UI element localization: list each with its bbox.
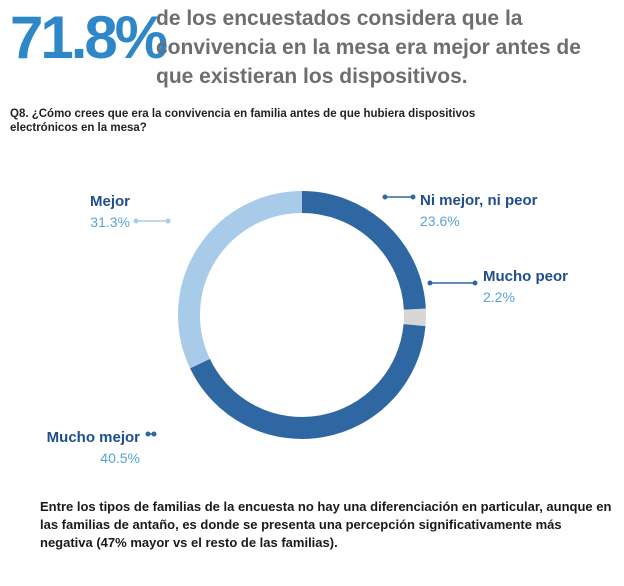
leader-dot [151, 431, 157, 437]
leader-dot [410, 194, 416, 200]
slice-ni-mejor-ni-peor [301, 191, 426, 311]
slice-value: 31.3% [90, 214, 130, 230]
donut-slices [178, 191, 426, 439]
slice-value: 23.6% [420, 213, 460, 229]
donut-labels: Ni mejor, ni peor 23.6% Mucho peor 2.2% Much… [47, 192, 569, 466]
slice-mejor [178, 191, 303, 369]
footer-note: Entre los tipos de familias de la encues… [40, 499, 612, 550]
leader-dot [133, 218, 139, 224]
slice-label: Mejor [90, 193, 130, 210]
slice-label: Mucho mejor [47, 429, 141, 446]
slice-value: 40.5% [100, 450, 140, 466]
leader-dot [427, 280, 433, 286]
leader-dot [472, 280, 478, 286]
slice-label: Mucho peor [483, 268, 568, 285]
leader-dot [165, 218, 171, 224]
leader-dot [382, 194, 388, 200]
slice-value: 2.2% [483, 289, 515, 305]
headline-stat: 71.8% [10, 4, 168, 71]
question-text: Q8. ¿Cómo crees que era la convivencia e… [10, 108, 476, 134]
leader-dot [145, 431, 151, 437]
headline-text: de los encuestados considera que la conv… [156, 7, 581, 88]
slice-mucho-mejor [190, 324, 426, 439]
slice-label: Ni mejor, ni peor [420, 192, 538, 209]
